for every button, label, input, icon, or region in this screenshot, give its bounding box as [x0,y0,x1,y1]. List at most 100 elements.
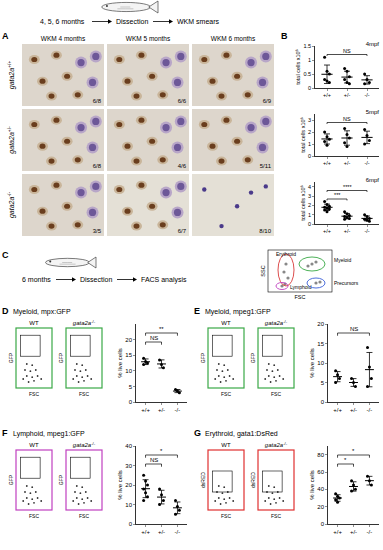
svg-text:GFP: GFP [58,352,64,363]
svg-text:NS: NS [343,48,351,54]
svg-text:WKM 4 months: WKM 4 months [41,35,86,42]
svg-text:FSC: FSC [79,513,89,519]
svg-text:40: 40 [317,486,324,492]
svg-text:0: 0 [308,85,311,91]
svg-text:% live cells: % live cells [117,470,123,500]
svg-text:gata2a+/+: gata2a+/+ [7,61,16,90]
svg-text:5: 5 [321,380,325,386]
svg-text:WKM 5 months: WKM 5 months [126,35,171,42]
svg-text:1: 1 [308,57,311,63]
svg-text:20: 20 [317,321,324,327]
svg-text:Erythroid: Erythroid [276,251,296,257]
svg-text:A: A [2,31,9,41]
svg-text:E: E [194,306,200,316]
svg-text:+/-: +/- [350,407,357,413]
svg-text:6/9: 6/9 [263,98,272,104]
svg-text:Dissection: Dissection [80,276,112,283]
svg-text:-/-: -/- [367,529,373,535]
svg-text:0: 0 [129,521,133,527]
svg-text:6/7: 6/7 [178,228,187,234]
svg-text:WT: WT [221,320,231,326]
svg-text:FSC: FSC [79,391,89,397]
svg-text:+/+: +/+ [323,228,331,234]
svg-text:5: 5 [129,384,133,390]
svg-text:FSC: FSC [271,391,281,397]
svg-text:total cells x10⁶: total cells x10⁶ [295,49,301,85]
svg-text:1.5: 1.5 [303,43,311,49]
svg-text:+/-: +/- [344,228,351,234]
svg-text:+/-: +/- [158,407,165,413]
svg-text:*: * [160,448,163,454]
svg-text:+/+: +/+ [323,160,331,166]
svg-text:Myeloid, mpeg1:GFP: Myeloid, mpeg1:GFP [205,308,271,316]
svg-text:6/8: 6/8 [93,163,102,169]
svg-text:FSC: FSC [271,513,281,519]
svg-text:4, 5, 6 months: 4, 5, 6 months [40,18,85,25]
svg-text:2: 2 [308,129,311,135]
svg-text:WKM 6 months: WKM 6 months [211,35,256,42]
svg-text:Dissection: Dissection [116,18,148,25]
svg-text:20: 20 [317,504,324,510]
svg-text:gata2a-/-: gata2a-/- [73,319,96,326]
svg-text:Lymphoid: Lymphoid [290,284,312,290]
svg-text:Myeloid: Myeloid [334,257,351,263]
svg-text:10: 10 [317,360,324,366]
svg-text:Myeloid, mpx:GFP: Myeloid, mpx:GFP [13,308,71,316]
svg-text:*: * [344,457,347,463]
svg-text:2: 2 [308,202,311,208]
svg-text:+/-: +/- [350,529,357,535]
svg-text:GFP: GFP [8,352,14,363]
svg-text:WT: WT [29,442,39,448]
svg-text:6mpf: 6mpf [366,177,380,183]
svg-text:6 months: 6 months [22,276,51,283]
svg-text:4: 4 [308,184,311,190]
svg-text:C: C [2,250,9,260]
svg-text:+/+: +/+ [141,407,150,413]
svg-text:4mpf: 4mpf [366,41,380,47]
svg-text:GFP: GFP [200,352,206,363]
svg-text:20: 20 [125,482,132,488]
svg-text:total cells x10⁶: total cells x10⁶ [300,185,306,221]
svg-text:NS: NS [150,335,158,341]
svg-text:NS: NS [150,457,158,463]
svg-text:****: **** [343,184,352,190]
svg-text:-/-: -/- [175,407,181,413]
svg-text:0: 0 [308,221,311,227]
svg-text:0: 0 [129,399,133,405]
svg-text:*: * [352,448,355,454]
svg-text:G: G [194,428,201,438]
svg-text:F: F [2,428,8,438]
svg-text:% live cells: % live cells [117,348,123,378]
svg-text:-/-: -/- [364,160,369,166]
svg-text:15: 15 [125,352,132,358]
svg-text:% live cells: % live cells [309,348,315,378]
svg-text:gata2a-/-: gata2a-/- [73,441,96,448]
svg-text:4/6: 4/6 [178,163,187,169]
svg-text:FSC: FSC [295,294,306,300]
svg-text:GFP: GFP [8,474,14,485]
svg-text:+/+: +/+ [333,529,342,535]
svg-text:6/8: 6/8 [93,98,102,104]
svg-text:60: 60 [317,469,324,475]
svg-text:0: 0 [308,153,311,159]
svg-text:-/-: -/- [175,529,181,535]
svg-text:3/5: 3/5 [93,228,102,234]
svg-text:Lymphoid, mpeg1:GFP: Lymphoid, mpeg1:GFP [13,430,85,438]
svg-text:0.5: 0.5 [303,71,311,77]
svg-text:gata2a+/-: gata2a+/- [7,126,16,154]
svg-text:FSC: FSC [29,391,39,397]
svg-text:-/-: -/- [364,228,369,234]
svg-text:80: 80 [317,452,324,458]
svg-text:+/-: +/- [158,529,165,535]
svg-text:+/-: +/- [344,160,351,166]
svg-text:SSC: SSC [260,265,266,276]
svg-text:+/+: +/+ [141,529,150,535]
svg-text:1: 1 [308,212,311,218]
svg-text:**: ** [159,326,164,332]
svg-text:WT: WT [221,442,231,448]
svg-text:dsRED: dsRED [200,472,206,488]
svg-text:+/+: +/+ [333,407,342,413]
svg-text:5mpf: 5mpf [366,109,380,115]
svg-text:Precursors: Precursors [334,280,359,286]
svg-text:FACS analysis: FACS analysis [141,276,187,284]
